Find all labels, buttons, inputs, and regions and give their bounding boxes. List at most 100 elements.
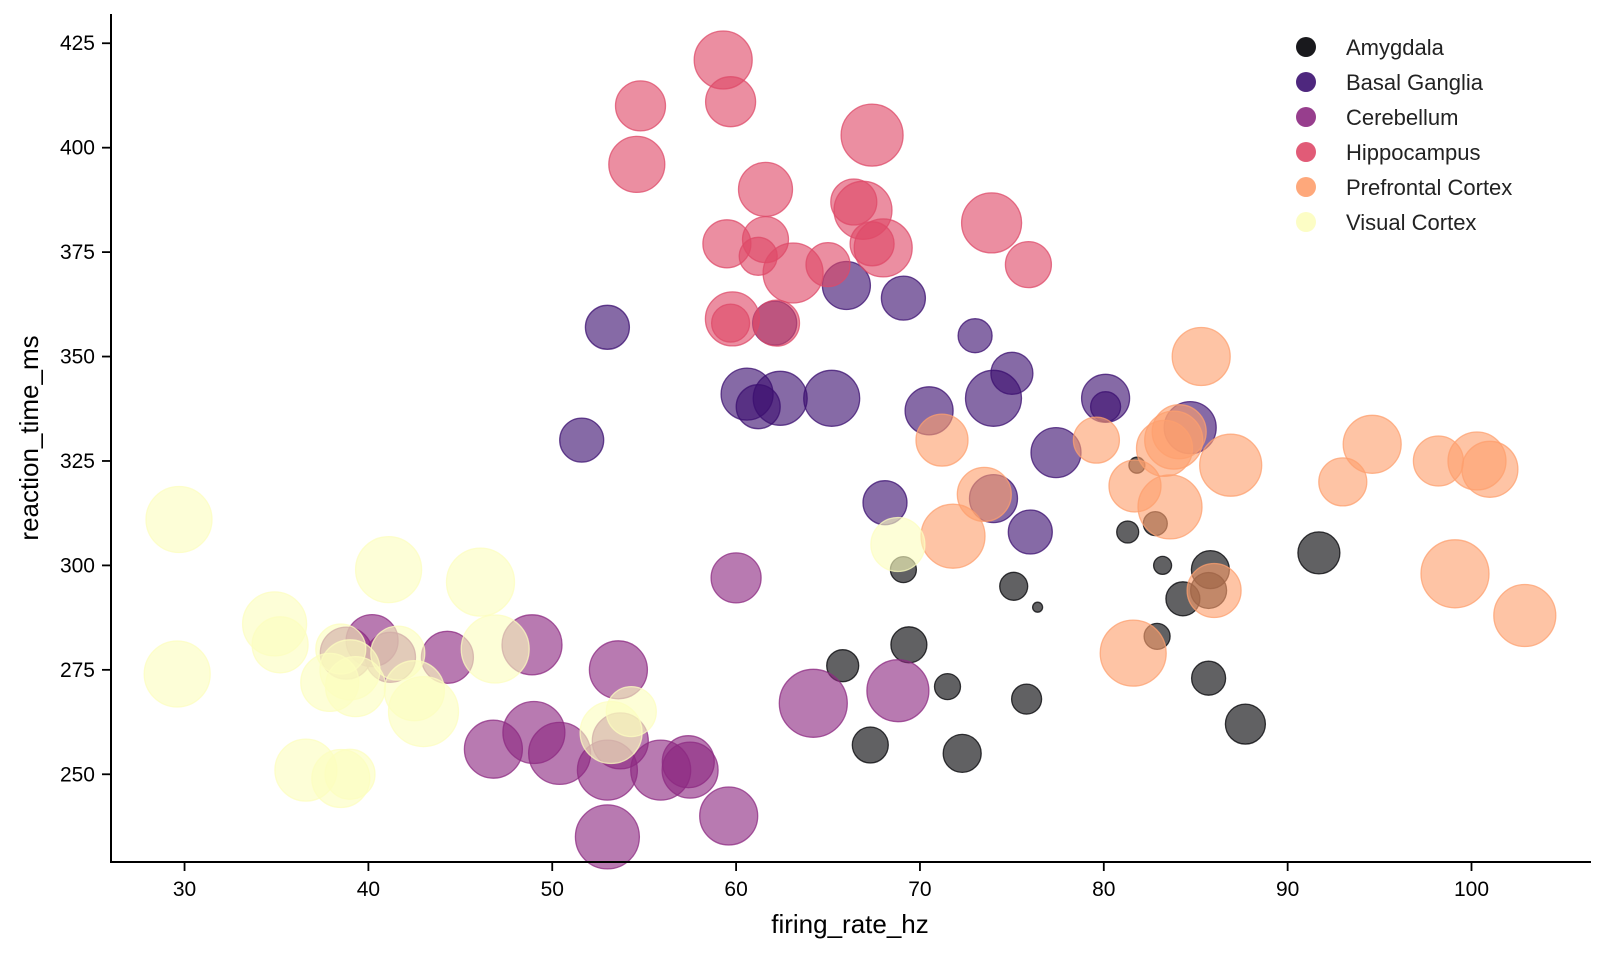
- point-prefrontal-cortex-9: [956, 466, 1012, 523]
- point-amygdala-7: [1031, 601, 1044, 613]
- point-amygdala-12: [1224, 703, 1267, 745]
- x-tick-label: 90: [1276, 878, 1299, 901]
- points-layer: [143, 30, 1557, 870]
- point-amygdala-14: [890, 626, 928, 664]
- legend-label: Amygdala: [1346, 35, 1445, 60]
- point-visual-cortex-19: [870, 516, 926, 573]
- point-cerebellum-17: [778, 668, 848, 738]
- y-tick-label: 375: [60, 241, 95, 264]
- point-cerebellum-0: [710, 552, 762, 604]
- y-tick-label: 275: [60, 659, 95, 682]
- x-tick-label: 30: [173, 878, 196, 901]
- point-amygdala-15: [933, 672, 962, 701]
- legend-item-amygdala: Amygdala: [1296, 35, 1445, 60]
- legend-label: Visual Cortex: [1346, 210, 1476, 235]
- x-tick-label: 100: [1454, 878, 1489, 901]
- point-cerebellum-15: [699, 786, 759, 846]
- point-amygdala-11: [1190, 660, 1227, 696]
- point-hippocampus-19: [752, 299, 801, 347]
- point-basal-ganglia-12: [964, 369, 1023, 427]
- point-amygdala-8: [999, 571, 1029, 601]
- x-axis-label: firing_rate_hz: [771, 909, 929, 939]
- y-tick-label: 250: [60, 763, 95, 786]
- legend-label: Cerebellum: [1346, 105, 1459, 130]
- legend: Amygdala Basal Ganglia Cerebellum Hippocamp…: [1296, 35, 1512, 235]
- y-ticks: 250 275 300 325 350 375 400 425: [60, 32, 111, 786]
- point-hippocampus-5: [737, 161, 794, 218]
- x-tick-label: 60: [724, 878, 747, 901]
- point-hippocampus-3: [608, 135, 666, 194]
- y-axis-label: reaction_time_ms: [14, 335, 44, 540]
- point-hippocampus-2: [614, 80, 667, 132]
- legend-label: Basal Ganglia: [1346, 70, 1484, 95]
- legend-marker: [1296, 72, 1316, 92]
- point-amygdala-3: [1152, 555, 1173, 576]
- legend-marker: [1296, 177, 1316, 197]
- point-hippocampus-18: [710, 303, 751, 343]
- point-prefrontal-cortex-16: [1420, 539, 1490, 609]
- point-prefrontal-cortex-8: [1137, 474, 1203, 540]
- x-tick-label: 50: [541, 878, 564, 901]
- point-hippocampus-8: [960, 192, 1023, 254]
- point-visual-cortex-13: [460, 614, 530, 684]
- point-prefrontal-cortex-12: [1342, 414, 1402, 474]
- point-amygdala-2: [1116, 520, 1140, 544]
- point-basal-ganglia-1: [559, 417, 605, 463]
- point-hippocampus-16: [1004, 240, 1053, 289]
- point-prefrontal-cortex-2: [1072, 416, 1121, 464]
- point-prefrontal-cortex-17: [1186, 562, 1242, 619]
- point-amygdala-18: [851, 726, 889, 764]
- point-amygdala-19: [942, 733, 982, 774]
- point-prefrontal-cortex-15: [1461, 440, 1519, 498]
- legend-item-cerebellum: Cerebellum: [1296, 105, 1459, 130]
- point-visual-cortex-18: [605, 685, 657, 738]
- legend-marker: [1296, 107, 1316, 127]
- point-hippocampus-13: [805, 241, 851, 288]
- point-visual-cortex-5: [445, 547, 516, 617]
- legend-item-hippocampus: Hippocampus: [1296, 140, 1481, 165]
- point-visual-cortex-4: [354, 535, 423, 604]
- point-amygdala-17: [826, 649, 860, 683]
- point-basal-ganglia-0: [584, 304, 631, 350]
- x-tick-label: 70: [908, 878, 931, 901]
- point-cerebellum-18: [866, 659, 930, 723]
- axes: [110, 14, 1591, 863]
- point-visual-cortex-16: [324, 748, 376, 800]
- point-prefrontal-cortex-11: [1318, 457, 1368, 507]
- y-tick-label: 300: [60, 554, 95, 577]
- point-prefrontal-cortex-1: [915, 413, 969, 467]
- point-prefrontal-cortex-6: [1199, 433, 1263, 497]
- y-tick-label: 350: [60, 346, 95, 369]
- point-prefrontal-cortex-18: [1099, 619, 1167, 687]
- legend-label: Hippocampus: [1346, 140, 1481, 165]
- point-visual-cortex-2: [251, 616, 309, 674]
- point-visual-cortex-3: [143, 640, 211, 708]
- point-hippocampus-4: [840, 103, 904, 167]
- y-tick-label: 425: [60, 32, 95, 55]
- legend-label: Prefrontal Cortex: [1346, 175, 1512, 200]
- x-tick-label: 80: [1092, 878, 1115, 901]
- point-prefrontal-cortex-10: [920, 503, 986, 569]
- point-hippocampus-1: [704, 76, 757, 128]
- legend-marker: [1296, 142, 1316, 162]
- point-visual-cortex-12: [387, 675, 460, 748]
- x-tick-label: 40: [357, 878, 380, 901]
- point-cerebellum-16: [574, 804, 641, 870]
- point-amygdala-13: [1297, 531, 1341, 575]
- legend-item-visual-cortex: Visual Cortex: [1296, 210, 1476, 235]
- point-basal-ganglia-5: [957, 318, 993, 354]
- legend-item-basal-ganglia: Basal Ganglia: [1296, 70, 1484, 95]
- point-basal-ganglia-19: [1007, 509, 1053, 555]
- y-tick-label: 400: [60, 137, 95, 160]
- point-basal-ganglia-9: [752, 370, 808, 426]
- point-basal-ganglia-10: [803, 369, 861, 427]
- legend-item-prefrontal-cortex: Prefrontal Cortex: [1296, 175, 1512, 200]
- legend-marker: [1296, 212, 1316, 232]
- point-prefrontal-cortex-19: [1493, 583, 1557, 648]
- x-ticks: 30 40 50 60 70 80 90 100: [173, 862, 1489, 901]
- point-visual-cortex-0: [145, 485, 213, 554]
- point-prefrontal-cortex-5: [1144, 410, 1204, 470]
- y-tick-label: 325: [60, 450, 95, 473]
- point-amygdala-16: [1010, 683, 1043, 715]
